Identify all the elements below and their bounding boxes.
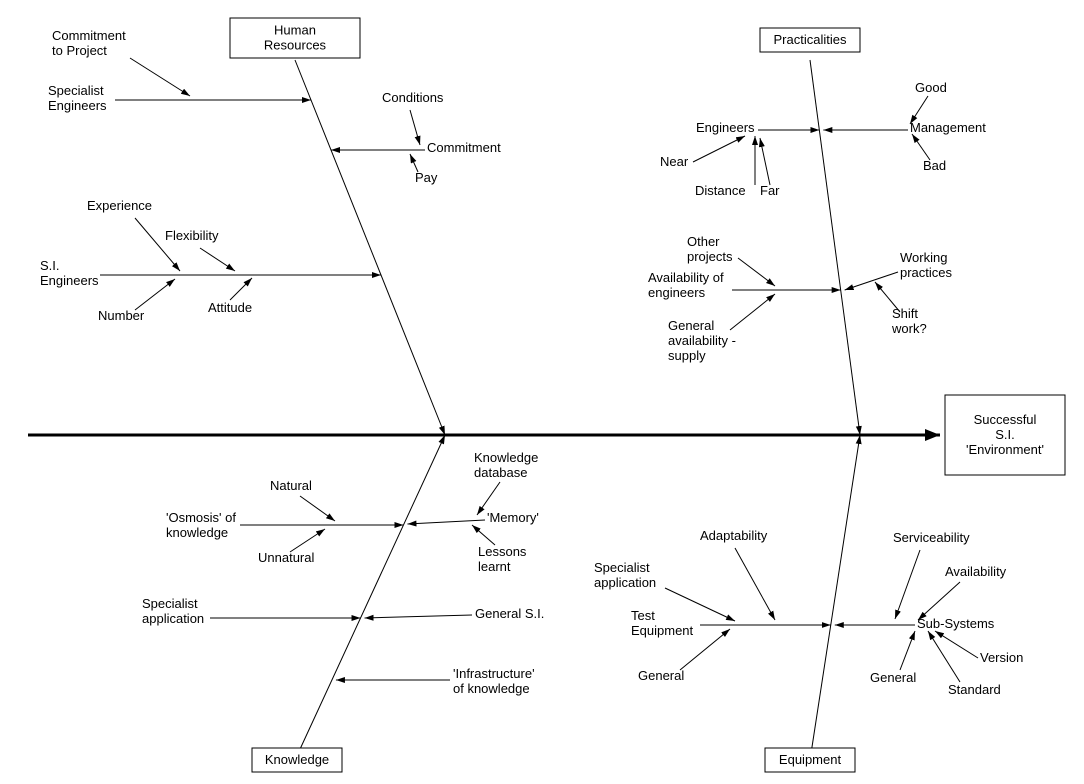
label-knowledge-database: database: [474, 465, 528, 480]
label-si-engineers: S.I.: [40, 258, 60, 273]
label-bad: Bad: [923, 158, 946, 173]
label-shift-work: work?: [891, 321, 927, 336]
label-osmosis-of-knowledge: 'Osmosis' of: [166, 510, 236, 525]
label-good: Good: [915, 80, 947, 95]
label-other-projects: projects: [687, 249, 733, 264]
label-lessons-learnt: Lessons: [478, 544, 527, 559]
label-specialist-application-equipment: Specialist: [594, 560, 650, 575]
label-infrastructure-of-knowledge: of knowledge: [453, 681, 530, 696]
label-adaptability: Adaptability: [700, 528, 768, 543]
label-memory: 'Memory': [487, 510, 539, 525]
label-specialist-application-equipment: application: [594, 575, 656, 590]
main-bone: [810, 435, 860, 760]
label-test-equipment: Test: [631, 608, 655, 623]
label-pay: Pay: [415, 170, 438, 185]
category-practicalities-text: Practicalities: [774, 32, 847, 47]
label-working-practices: Working: [900, 250, 947, 265]
label-unnatural: Unnatural: [258, 550, 314, 565]
label-commitment: Commitment: [427, 140, 501, 155]
effect-box-text: Successful: [974, 412, 1037, 427]
label-other-projects: Other: [687, 234, 720, 249]
label-sub-systems: Sub-Systems: [917, 616, 995, 631]
main-bone: [295, 60, 445, 435]
label-engineers: Engineers: [696, 120, 755, 135]
label-infrastructure-of-knowledge: 'Infrastructure': [453, 666, 535, 681]
main-bone: [810, 60, 860, 435]
label-working-practices: practices: [900, 265, 953, 280]
label-general-availability-supply: availability -: [668, 333, 736, 348]
label-knowledge-database: Knowledge: [474, 450, 538, 465]
category-human-resources-text: Human: [274, 23, 316, 38]
effect-box-text: S.I.: [995, 427, 1015, 442]
label-shift-work: Shift: [892, 306, 918, 321]
label-flexibility: Flexibility: [165, 228, 219, 243]
label-attitude: Attitude: [208, 300, 252, 315]
label-natural: Natural: [270, 478, 312, 493]
label-commitment-to-project: Commitment: [52, 28, 126, 43]
label-far: Far: [760, 183, 780, 198]
label-near: Near: [660, 154, 689, 169]
label-availability-of-engineers: engineers: [648, 285, 706, 300]
category-knowledge-text: Knowledge: [265, 752, 329, 767]
label-osmosis-of-knowledge: knowledge: [166, 525, 228, 540]
label-general-equipment: General: [638, 668, 684, 683]
main-bone: [295, 435, 445, 760]
label-si-engineers: Engineers: [40, 273, 99, 288]
effect-box-text: 'Environment': [966, 442, 1044, 457]
label-specialist-engineers: Specialist: [48, 83, 104, 98]
label-commitment-to-project: to Project: [52, 43, 107, 58]
label-conditions: Conditions: [382, 90, 444, 105]
category-equipment-text: Equipment: [779, 752, 842, 767]
label-general-si: General S.I.: [475, 606, 544, 621]
label-general-availability-supply: supply: [668, 348, 706, 363]
label-standard: Standard: [948, 682, 1001, 697]
label-specialist-engineers: Engineers: [48, 98, 107, 113]
label-serviceability: Serviceability: [893, 530, 970, 545]
label-availability-of-engineers: Availability of: [648, 270, 724, 285]
label-general-sub: General: [870, 670, 916, 685]
label-management: Management: [910, 120, 986, 135]
label-lessons-learnt: learnt: [478, 559, 511, 574]
label-availability: Availability: [945, 564, 1007, 579]
label-number: Number: [98, 308, 145, 323]
label-test-equipment: Equipment: [631, 623, 694, 638]
label-general-availability-supply: General: [668, 318, 714, 333]
label-experience: Experience: [87, 198, 152, 213]
label-specialist-application-knowledge: Specialist: [142, 596, 198, 611]
label-distance: Distance: [695, 183, 746, 198]
label-version: Version: [980, 650, 1023, 665]
category-human-resources-text: Resources: [264, 38, 327, 53]
label-specialist-application-knowledge: application: [142, 611, 204, 626]
